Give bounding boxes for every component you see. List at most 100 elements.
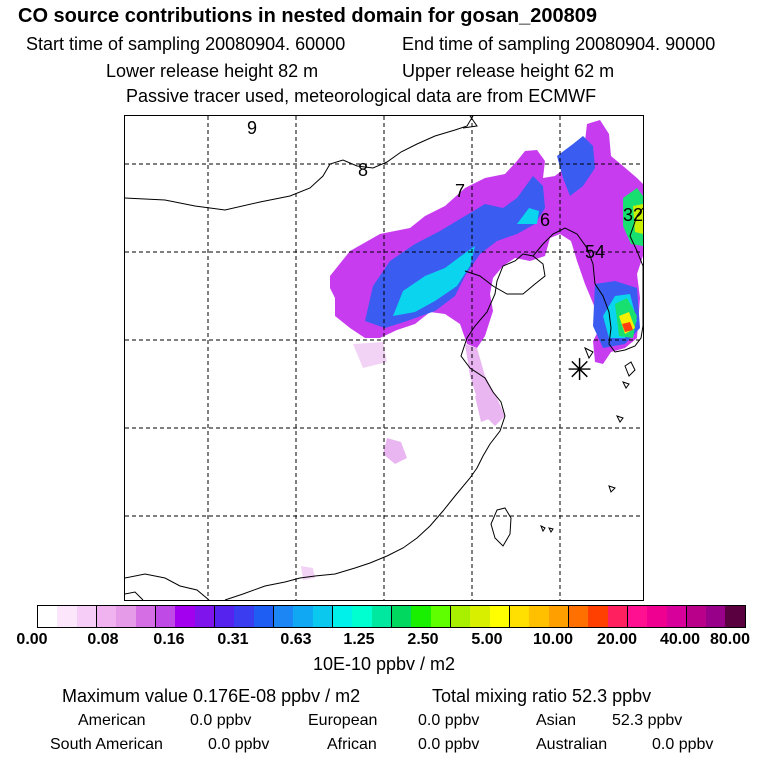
- colorbar-swatch: [312, 606, 333, 627]
- northern-border: [125, 116, 474, 211]
- time-label: 7: [455, 181, 465, 201]
- max-value-text: Maximum value 0.176E-08 ppbv / m2: [62, 686, 361, 706]
- plume-field: [301, 120, 643, 580]
- plot-title: CO source contributions in nested domain…: [18, 5, 598, 27]
- colorbar-swatch: [38, 606, 58, 627]
- map-canvas: 9 8 7 6 54 32 ✳: [125, 116, 643, 600]
- colorbar-tick-label: 80.00: [709, 631, 751, 648]
- colorbar-tick-label: 0.16: [153, 631, 185, 648]
- colorbar-tick-label: 0.63: [280, 631, 312, 648]
- colorbar-unit: 10E-10 ppbv / m2: [312, 654, 456, 674]
- korea-coast: [594, 207, 643, 353]
- hainan-coast: [125, 591, 144, 600]
- colorbar-swatch: [548, 606, 569, 627]
- colorbar-swatch: [489, 606, 510, 627]
- colorbar-swatch: [607, 606, 628, 627]
- region-value-european: 0.0 ppbv: [418, 712, 480, 729]
- colorbar-swatch: [135, 606, 156, 627]
- colorbar-swatch: [76, 606, 97, 627]
- colorbar-swatch: [706, 606, 726, 627]
- colorbar-swatch: [194, 606, 215, 627]
- colorbar-swatch: [116, 606, 136, 627]
- colorbar-swatch: [568, 606, 589, 627]
- plume-fringe: [383, 438, 407, 464]
- region-value-asian: 52.3 ppbv: [612, 712, 683, 729]
- region-label-south-american: South American: [50, 736, 163, 753]
- plume-core-blue: [557, 136, 595, 196]
- colorbar-swatch: [293, 606, 313, 627]
- island: [608, 485, 616, 493]
- region-value-south-american: 0.0 ppbv: [208, 736, 270, 753]
- grid-lines: [125, 116, 643, 600]
- colorbar-tick-label: 0.08: [87, 631, 119, 648]
- colorbar-swatch: [430, 606, 451, 627]
- island: [616, 415, 624, 423]
- colorbar: [37, 605, 746, 628]
- region-label-european: European: [308, 712, 378, 729]
- colorbar-tick-label: 0.31: [217, 631, 249, 648]
- colorbar-swatch: [647, 606, 667, 627]
- colorbar-swatch: [371, 606, 392, 627]
- colorbar-swatch: [253, 606, 274, 627]
- colorbar-swatch: [391, 606, 412, 627]
- colorbar-tick-label: 0.00: [16, 631, 48, 648]
- colorbar-tick-label: 40.00: [659, 631, 701, 648]
- plume-fringe: [475, 394, 497, 422]
- taiwan-coast: [490, 507, 512, 547]
- island: [540, 524, 546, 533]
- plume-core-red: [622, 322, 633, 332]
- island: [548, 527, 554, 533]
- colorbar-tick-label: 10.00: [532, 631, 574, 648]
- receptor-marker: ✳: [567, 353, 592, 388]
- bohai-coast: [224, 253, 546, 600]
- colorbar-swatch: [450, 606, 471, 627]
- colorbar-swatch: [725, 606, 745, 627]
- southwest-border: [125, 573, 210, 600]
- colorbar-swatch: [352, 606, 372, 627]
- time-label: 32: [623, 205, 643, 225]
- colorbar-swatch: [686, 606, 707, 627]
- upper-release-text: Upper release height 62 m: [402, 61, 615, 81]
- region-value-african: 0.0 ppbv: [418, 736, 480, 753]
- time-label: 9: [247, 118, 257, 138]
- colorbar-swatch: [155, 606, 176, 627]
- time-label: 8: [358, 160, 368, 180]
- colorbar-swatch: [588, 606, 608, 627]
- lower-release-text: Lower release height 82 m: [106, 61, 319, 81]
- region-label-asian: Asian: [536, 712, 577, 729]
- colorbar-swatch: [470, 606, 490, 627]
- plume-core-cyan: [517, 208, 539, 224]
- colorbar-swatch: [96, 606, 117, 627]
- coastlines: [125, 116, 643, 600]
- plume-fringe: [353, 342, 387, 368]
- colorbar-swatch: [411, 606, 431, 627]
- total-mixing-text: Total mixing ratio 52.3 ppbv: [432, 686, 652, 706]
- colorbar-swatch: [627, 606, 648, 627]
- colorbar-swatch: [666, 606, 687, 627]
- map-panel: 9 8 7 6 54 32 ✳: [124, 115, 644, 601]
- colorbar-swatch: [234, 606, 254, 627]
- japan-kyushu-coast: [624, 361, 636, 377]
- colorbar-swatch: [529, 606, 549, 627]
- region-label-american: American: [78, 712, 146, 729]
- colorbar-tick-label: 1.25: [343, 631, 375, 648]
- colorbar-swatch: [57, 606, 77, 627]
- island: [622, 381, 630, 389]
- region-label-african: African: [327, 736, 377, 753]
- colorbar-swatch: [175, 606, 195, 627]
- plume-core-cyan: [393, 246, 475, 316]
- tracer-note-text: Passive tracer used, meteorological data…: [126, 86, 597, 106]
- end-time-text: End time of sampling 20080904. 90000: [402, 34, 716, 54]
- colorbar-swatch: [332, 606, 353, 627]
- colorbar-swatch: [273, 606, 294, 627]
- island: [584, 346, 594, 360]
- start-time-text: Start time of sampling 20080904. 60000: [26, 34, 346, 54]
- colorbar-swatch: [214, 606, 235, 627]
- region-label-australian: Australian: [536, 736, 608, 753]
- region-value-australian: 0.0 ppbv: [652, 736, 714, 753]
- colorbar-tick-label: 2.50: [407, 631, 439, 648]
- colorbar-tick-label: 5.00: [471, 631, 503, 648]
- liaodong-coast: [532, 227, 596, 285]
- time-label: 54: [585, 242, 605, 262]
- colorbar-tick-label: 20.00: [596, 631, 638, 648]
